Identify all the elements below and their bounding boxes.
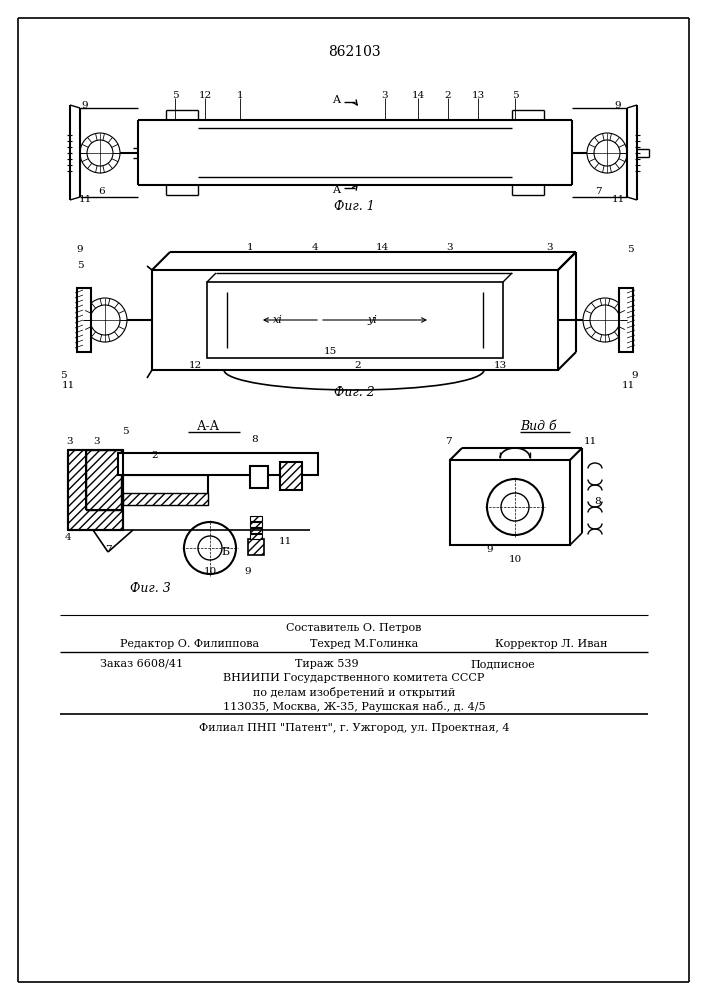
Circle shape: [184, 522, 236, 574]
Bar: [250, 534, 262, 539]
Circle shape: [587, 133, 627, 173]
Text: A: A: [332, 185, 340, 195]
Text: 11: 11: [621, 380, 635, 389]
Text: 11: 11: [279, 538, 291, 546]
Text: ВНИИПИ Государственного комитета СССР: ВНИИПИ Государственного комитета СССР: [223, 673, 485, 683]
Circle shape: [87, 140, 113, 166]
Bar: [86, 450, 123, 510]
Text: 13: 13: [493, 360, 507, 369]
Text: Филиал ПНП "Патент", г. Ужгород, ул. Проектная, 4: Филиал ПНП "Патент", г. Ужгород, ул. Про…: [199, 723, 509, 733]
Text: Техред М.Голинка: Техред М.Голинка: [310, 639, 419, 649]
Text: 8: 8: [595, 497, 602, 506]
Text: 9: 9: [631, 370, 638, 379]
Text: по делам изобретений и открытий: по делам изобретений и открытий: [253, 686, 455, 698]
Text: 7: 7: [445, 438, 451, 446]
Text: 7: 7: [105, 546, 111, 554]
Bar: [619, 288, 633, 352]
Bar: [450, 460, 570, 545]
Text: 3: 3: [382, 91, 388, 100]
Bar: [118, 453, 318, 475]
Text: 3: 3: [66, 438, 74, 446]
Text: Заказ 6608/41: Заказ 6608/41: [100, 659, 183, 669]
Text: 2: 2: [445, 91, 451, 100]
Bar: [207, 282, 503, 358]
Bar: [152, 270, 558, 370]
Text: 2: 2: [355, 360, 361, 369]
Text: 5: 5: [626, 245, 633, 254]
Text: 15: 15: [323, 348, 337, 357]
Text: 9: 9: [245, 568, 251, 576]
Text: 10: 10: [204, 568, 216, 576]
Text: 113035, Москва, Ж-35, Раушская наб., д. 4/5: 113035, Москва, Ж-35, Раушская наб., д. …: [223, 700, 485, 712]
Text: 9: 9: [82, 101, 88, 109]
Text: 8: 8: [252, 436, 258, 444]
Text: 1: 1: [237, 91, 243, 100]
Bar: [68, 450, 123, 530]
Circle shape: [90, 305, 120, 335]
Circle shape: [198, 536, 222, 560]
Bar: [250, 516, 262, 521]
Text: 4: 4: [64, 532, 71, 542]
Text: 9: 9: [486, 546, 493, 554]
Text: 11: 11: [612, 196, 624, 205]
Text: 6: 6: [99, 188, 105, 196]
Text: Б: Б: [221, 547, 229, 557]
Text: 5: 5: [76, 260, 83, 269]
Text: 12: 12: [188, 360, 201, 369]
Text: 2: 2: [152, 450, 158, 460]
Text: 862103: 862103: [327, 45, 380, 59]
Bar: [77, 288, 91, 352]
Bar: [250, 466, 268, 488]
Text: 5: 5: [59, 370, 66, 379]
Text: Корректор Л. Иван: Корректор Л. Иван: [495, 639, 607, 649]
Bar: [123, 475, 208, 505]
Text: xi: xi: [273, 315, 283, 325]
Text: Вид б: Вид б: [520, 420, 556, 434]
Bar: [123, 493, 208, 505]
Text: 13: 13: [472, 91, 484, 100]
Circle shape: [487, 479, 543, 535]
Text: yi: yi: [367, 315, 377, 325]
Text: 3: 3: [447, 243, 453, 252]
Text: 14: 14: [411, 91, 425, 100]
Text: 7: 7: [595, 188, 602, 196]
Text: Составитель О. Петров: Составитель О. Петров: [286, 623, 421, 633]
Circle shape: [83, 298, 127, 342]
Text: 5: 5: [172, 91, 178, 100]
Circle shape: [583, 298, 627, 342]
Circle shape: [80, 133, 120, 173]
Text: Подписное: Подписное: [470, 659, 534, 669]
Text: 11: 11: [78, 196, 92, 205]
Bar: [250, 522, 262, 527]
Text: 12: 12: [199, 91, 211, 100]
Text: Редактор О. Филиппова: Редактор О. Филиппова: [120, 639, 259, 649]
Circle shape: [501, 493, 529, 521]
Text: 1: 1: [247, 243, 253, 252]
Text: 5: 5: [512, 91, 518, 100]
Text: 5: 5: [122, 428, 128, 436]
Text: 14: 14: [375, 243, 389, 252]
Bar: [250, 528, 262, 533]
Bar: [86, 450, 121, 510]
Text: Фиг. 1: Фиг. 1: [334, 200, 375, 214]
Text: 9: 9: [614, 101, 621, 109]
Bar: [248, 539, 264, 555]
Text: 4: 4: [312, 243, 318, 252]
Circle shape: [590, 305, 620, 335]
Text: 3: 3: [94, 438, 100, 446]
Text: A: A: [332, 95, 340, 105]
Circle shape: [594, 140, 620, 166]
Bar: [280, 462, 302, 490]
Text: Фиг. 2: Фиг. 2: [334, 386, 375, 399]
Text: Тираж 539: Тираж 539: [295, 659, 358, 669]
Text: 3: 3: [547, 243, 554, 252]
Text: 10: 10: [508, 556, 522, 564]
Text: Фиг. 3: Фиг. 3: [129, 582, 170, 594]
Text: А-А: А-А: [197, 420, 220, 434]
Text: 11: 11: [62, 380, 75, 389]
Text: 11: 11: [583, 438, 597, 446]
Text: 9: 9: [76, 245, 83, 254]
